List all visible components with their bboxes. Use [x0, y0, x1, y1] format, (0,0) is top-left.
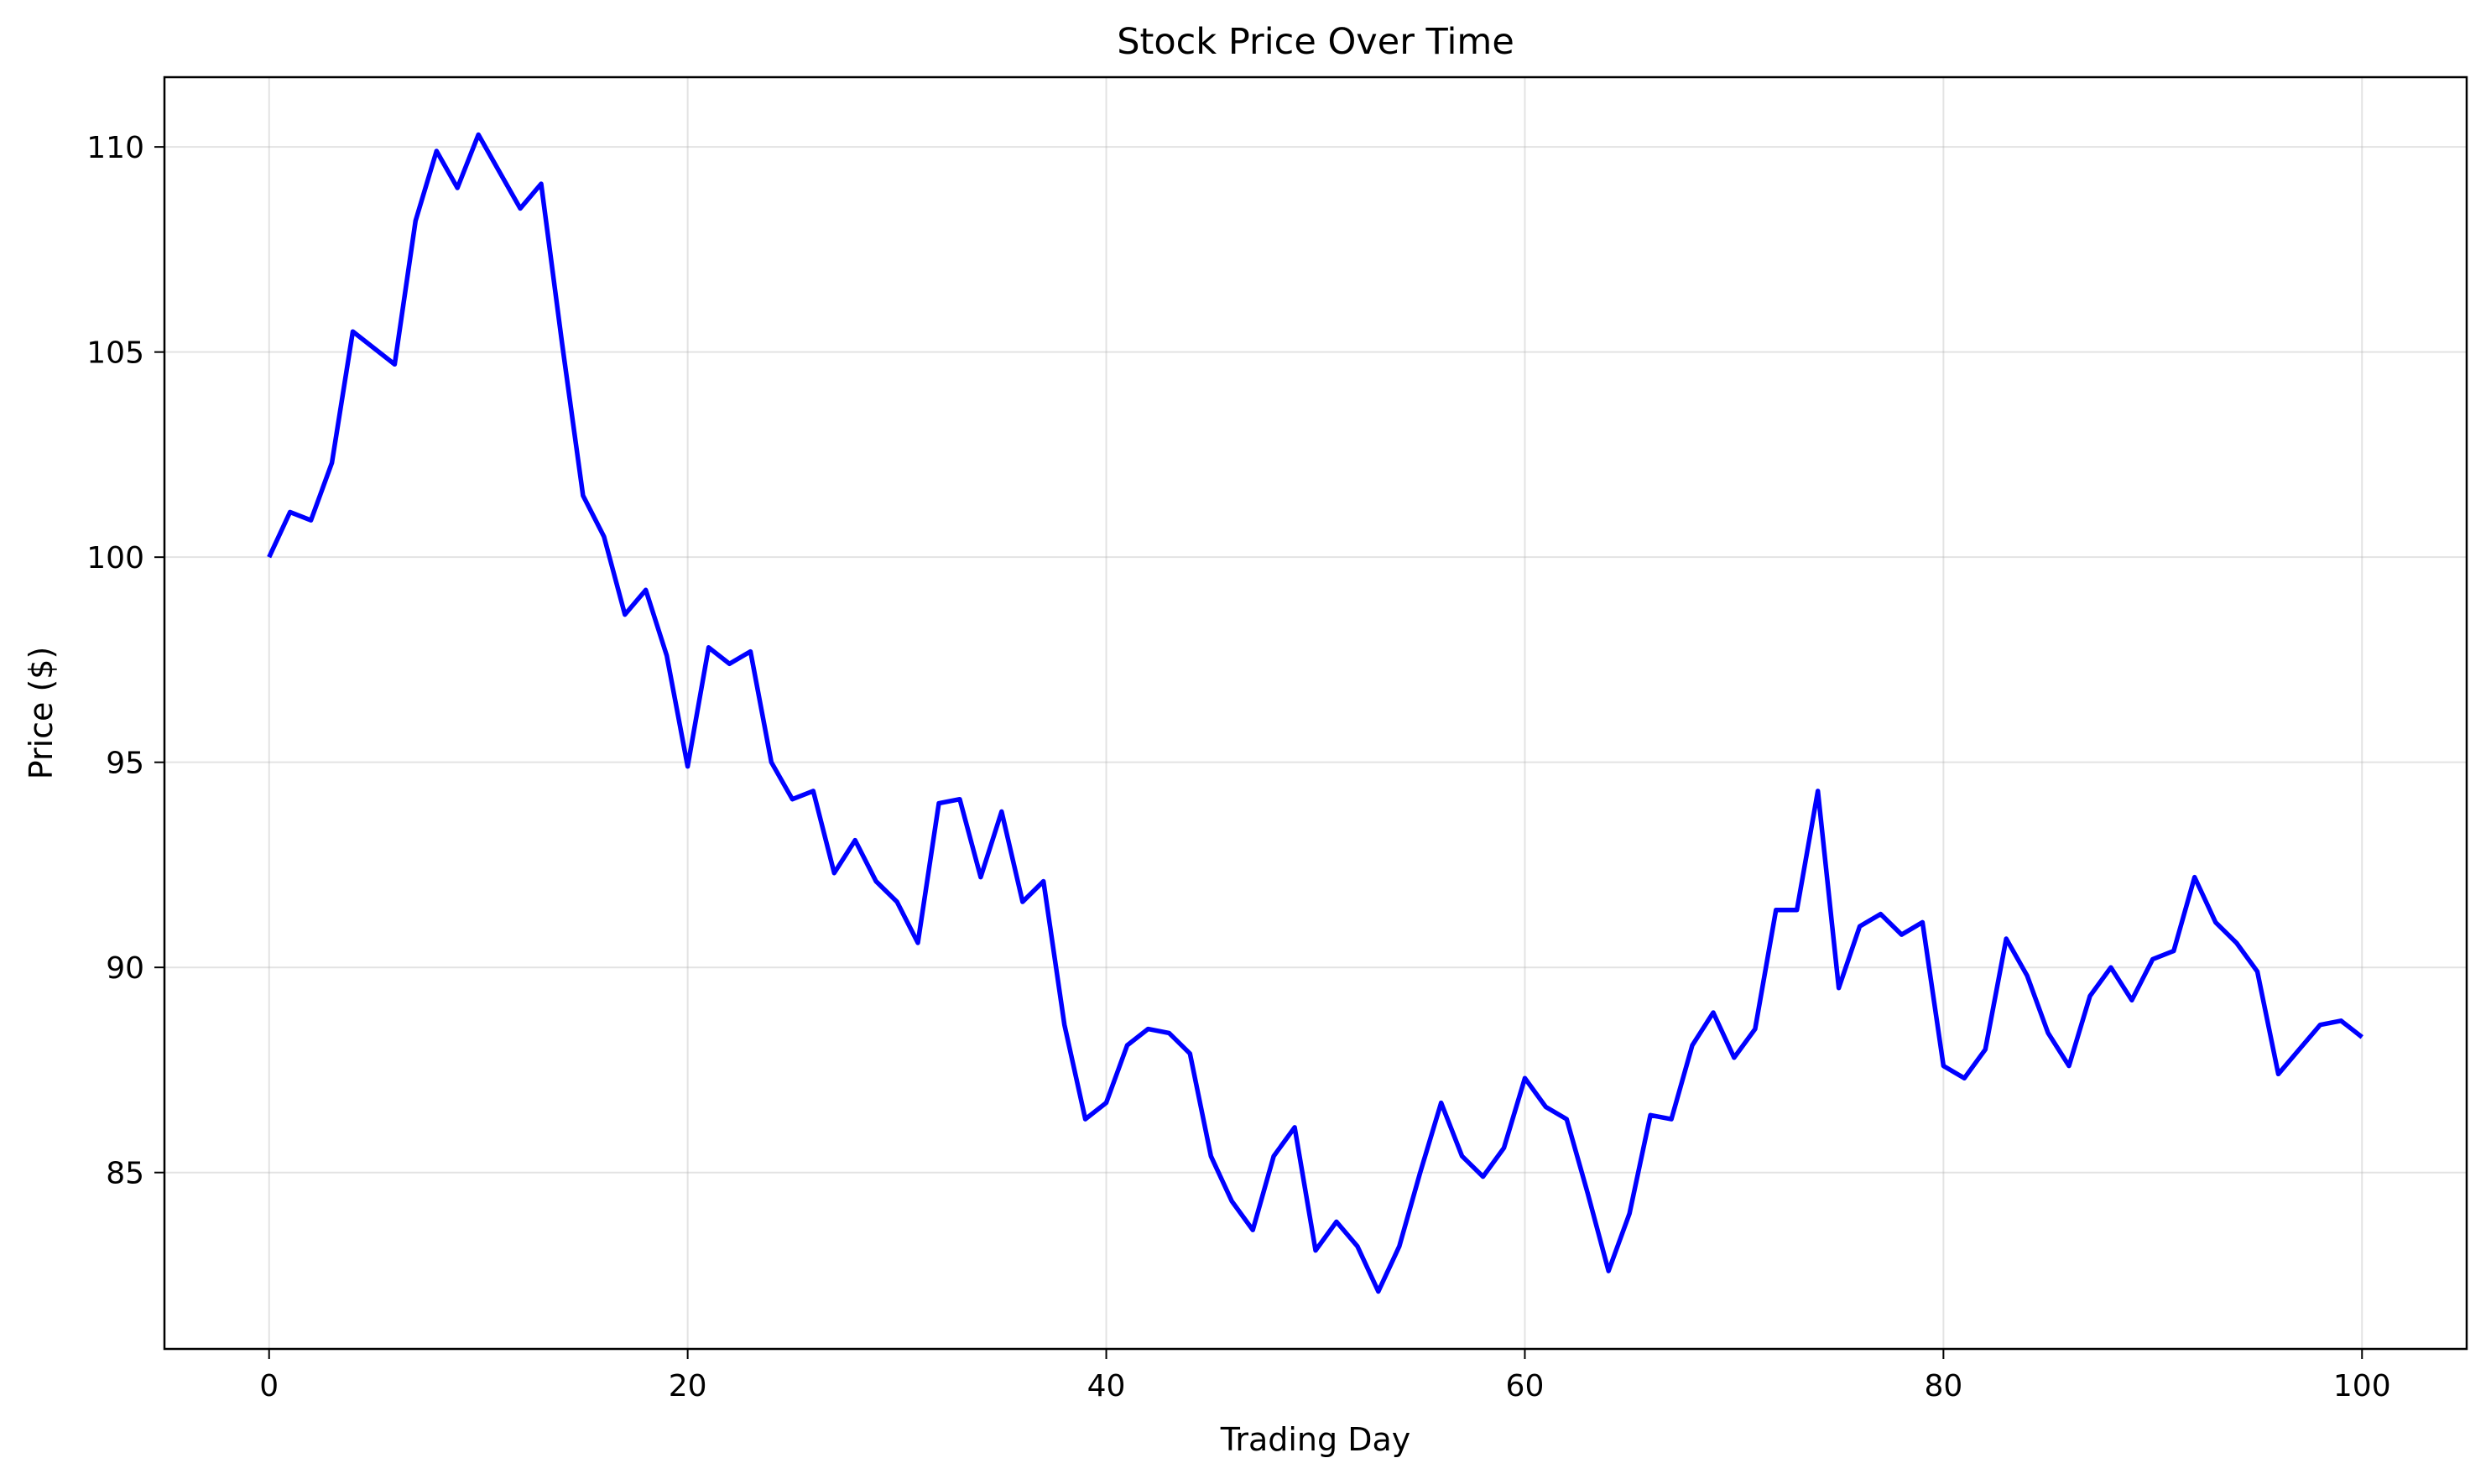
- x-tick-label: 40: [1087, 1369, 1126, 1403]
- price-series-line: [267, 132, 2363, 1294]
- y-tick-label: 105: [86, 336, 144, 371]
- x-tick-label: 80: [1924, 1369, 1962, 1403]
- x-tick-label: 20: [669, 1369, 707, 1403]
- grid-lines: [164, 77, 2467, 1349]
- plot-frame: [163, 76, 2468, 1351]
- x-axis-label: Trading Day: [1220, 1421, 1411, 1458]
- x-tick-label: 0: [259, 1369, 279, 1403]
- y-axis-label: Price ($): [23, 647, 60, 780]
- y-tick-label: 85: [106, 1157, 144, 1191]
- y-tick-label: 110: [86, 131, 144, 165]
- y-axis: 85 90 95 100 105 110: [86, 131, 164, 1191]
- y-tick-label: 95: [106, 747, 144, 781]
- series-layer: [267, 132, 2363, 1294]
- x-tick-label: 100: [2333, 1369, 2391, 1403]
- x-axis: 0 20 40 60 80 100: [259, 1349, 2391, 1403]
- x-tick-label: 60: [1506, 1369, 1545, 1403]
- y-tick-label: 90: [106, 951, 144, 986]
- chart-title: Stock Price Over Time: [1117, 21, 1514, 63]
- y-tick-label: 100: [86, 541, 144, 575]
